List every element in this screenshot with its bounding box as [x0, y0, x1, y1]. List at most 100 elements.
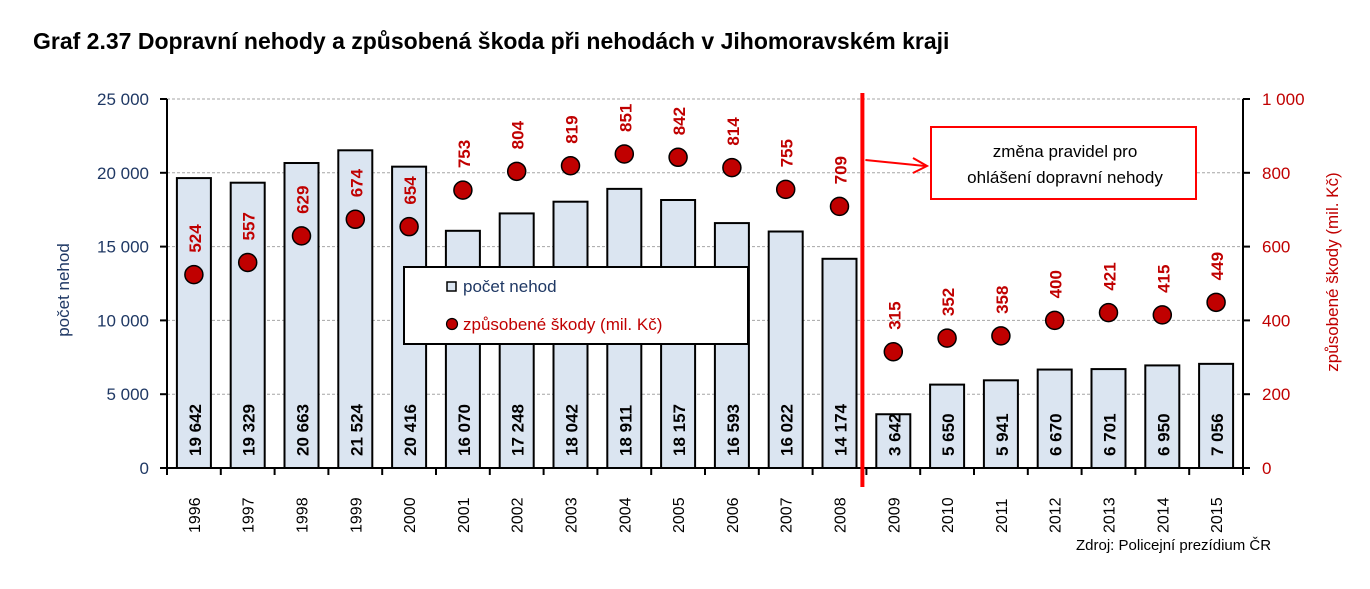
damage-point	[1206, 292, 1226, 313]
bar-value-label: 5 941	[993, 413, 1012, 456]
damage-value-label: 654	[401, 176, 420, 205]
bar	[1036, 368, 1073, 470]
x-tick-label: 2003	[564, 497, 581, 533]
damage-value-label: 524	[186, 224, 205, 253]
x-tick-label: 2012	[1048, 497, 1065, 533]
legend-label-dots: způsobené škody (mil. Kč)	[463, 315, 662, 334]
y-tick-label-left: 15 000	[97, 238, 149, 257]
x-tick-label: 2010	[940, 497, 957, 533]
bar-value-label: 16 022	[778, 404, 797, 456]
bar	[337, 149, 374, 469]
bar-value-label: 6 670	[1047, 413, 1066, 456]
damage-value-label: 814	[724, 117, 743, 146]
x-tick-label: 1998	[295, 497, 312, 533]
legend: počet nehod způsobené škody (mil. Kč)	[403, 266, 749, 345]
damage-value-label: 674	[347, 168, 366, 197]
y-tick-label-left: 0	[140, 459, 149, 478]
bar-value-label: 17 248	[509, 404, 528, 456]
x-tick-label: 2014	[1155, 497, 1172, 533]
damage-value-label: 753	[455, 140, 474, 168]
damage-value-label: 629	[294, 186, 313, 214]
damage-point	[614, 144, 635, 164]
source-note: Zdroj: Policejní prezídium ČR	[1076, 537, 1272, 554]
damage-value-label: 804	[509, 120, 528, 149]
bar	[982, 379, 1019, 470]
bar	[821, 257, 858, 469]
x-tick-label: 2008	[833, 497, 850, 533]
damage-point	[453, 180, 473, 200]
damage-value-label: 851	[616, 104, 635, 132]
y-tick-label-right: 0	[1262, 459, 1271, 478]
damage-point	[1152, 305, 1173, 325]
y-tick-label-right: 400	[1262, 311, 1290, 330]
damage-value-label: 352	[939, 288, 958, 316]
legend-label-bars: počet nehod	[463, 277, 557, 296]
damage-point	[668, 147, 688, 168]
bar	[283, 162, 320, 469]
bar	[713, 222, 750, 469]
y-tick-label-right: 1 000	[1262, 90, 1305, 109]
bar-value-label: 20 416	[401, 404, 420, 456]
damage-point	[883, 342, 904, 362]
x-tick-label: 1996	[187, 497, 204, 533]
damage-value-label: 709	[832, 156, 851, 184]
x-tick-label: 2005	[671, 497, 688, 533]
bar-value-label: 6 701	[1101, 413, 1120, 456]
y-tick-label-left: 25 000	[97, 90, 149, 109]
damage-point	[291, 226, 312, 246]
damage-point	[506, 161, 527, 182]
bar	[175, 177, 212, 469]
bar	[1144, 364, 1181, 469]
y-tick-label-right: 200	[1262, 385, 1290, 404]
damage-point	[184, 264, 204, 285]
y-tick-label-left: 20 000	[97, 164, 149, 183]
y-tick-label-right: 600	[1262, 238, 1290, 257]
x-tick-label: 2011	[994, 498, 1011, 533]
x-tick-label: 1999	[348, 497, 365, 533]
y-tick-label-left: 5 000	[106, 385, 149, 404]
bar-value-label: 14 174	[832, 403, 851, 456]
annotation-arrow	[865, 159, 926, 167]
damage-value-label: 400	[1047, 270, 1066, 298]
x-tick-label: 2002	[510, 497, 527, 533]
bar-value-label: 19 642	[186, 404, 205, 456]
y-axis-title-right: způsobené škody (mil. Kč)	[1323, 172, 1342, 371]
damage-value-label: 421	[1101, 262, 1120, 290]
x-tick-label: 2006	[725, 497, 742, 533]
damage-point	[1098, 302, 1119, 323]
annotation-text: ohlášení dopravní nehody	[967, 168, 1163, 187]
bar-value-label: 7 056	[1208, 413, 1227, 456]
legend-swatch-dots	[445, 317, 459, 331]
x-tick-label: 2015	[1209, 497, 1226, 533]
y-tick-label-right: 800	[1262, 164, 1290, 183]
y-axis-title-left: počet nehod	[54, 243, 73, 337]
damage-value-label: 819	[563, 115, 582, 143]
bar-value-label: 18 157	[670, 404, 689, 456]
bar-value-label: 19 329	[240, 404, 259, 456]
damage-point	[775, 179, 796, 200]
damage-value-label: 315	[885, 301, 904, 329]
damage-point	[1044, 310, 1065, 331]
damage-point	[829, 196, 850, 217]
y-tick-label-left: 10 000	[97, 311, 149, 330]
damage-point	[991, 326, 1011, 346]
bar-value-label: 3 642	[885, 413, 904, 456]
annotation-box	[930, 126, 1197, 200]
damage-point	[937, 328, 957, 348]
bar	[1198, 362, 1235, 470]
damage-point	[560, 156, 581, 176]
legend-swatch-bars	[446, 281, 457, 292]
annotation-text: změna pravidel pro	[993, 142, 1138, 161]
bar-value-label: 18 911	[616, 405, 635, 456]
damage-point	[722, 157, 742, 178]
x-tick-label: 2009	[886, 497, 903, 533]
damage-value-label: 415	[1154, 264, 1173, 292]
damage-point	[399, 216, 419, 237]
x-tick-label: 2000	[402, 497, 419, 533]
bar	[229, 181, 266, 470]
x-tick-label: 2004	[617, 497, 634, 533]
bar	[767, 230, 804, 469]
bar-value-label: 20 663	[294, 404, 313, 456]
